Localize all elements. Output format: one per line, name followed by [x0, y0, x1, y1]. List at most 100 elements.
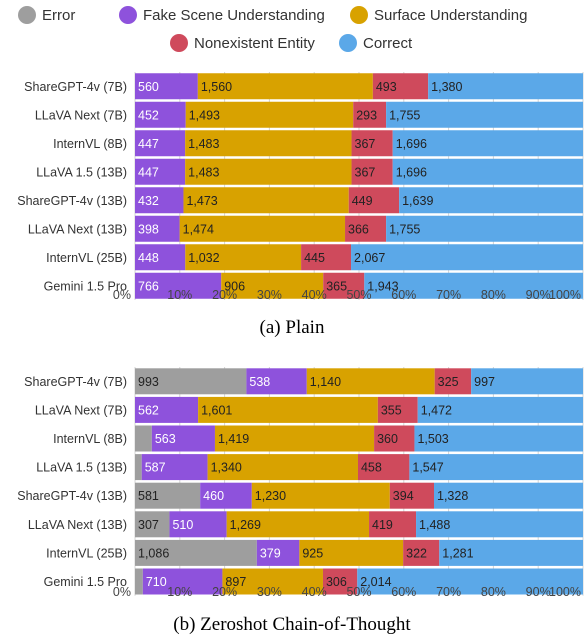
panel-1-data-label-fake-scene-understanding: 766: [138, 279, 159, 293]
panel-1-data-label-surface-understanding: 1,483: [188, 165, 219, 179]
panel-1-bar-surface-understanding: [179, 215, 346, 242]
panel-2-data-label-error: 307: [138, 518, 159, 532]
panel-2-data-label-surface-understanding: 1,230: [255, 489, 286, 503]
panel-2-bar-error: [135, 539, 257, 566]
panel-2-bar-surface-understanding: [226, 511, 370, 538]
panel-1-bar-correct: [364, 272, 583, 299]
panel-1-x-tick-label: 50%: [346, 288, 371, 302]
panel-2-data-label-nonexistent-entity: 306: [326, 575, 347, 589]
panel-1-bar-correct: [428, 73, 583, 100]
panel-2-bar-correct: [414, 425, 583, 452]
panel-2-data-label-correct: 1,488: [419, 518, 450, 532]
panel-2-bar-fake-scene-understanding: [135, 396, 199, 423]
panel-1-category-label: InternVL (8B): [53, 137, 127, 151]
panel-1-x-tick-label: 80%: [481, 288, 506, 302]
panel-1-data-label-correct: 1,696: [396, 165, 427, 179]
panel-1-data-label-surface-understanding: 1,473: [186, 194, 217, 208]
panel-1-data-label-fake-scene-understanding: 448: [138, 251, 159, 265]
panel-1-x-tick-label: 0%: [113, 288, 131, 302]
panel-1-bar-fake-scene-understanding: [135, 244, 186, 271]
panel-1-bar-correct: [399, 187, 583, 214]
panel-2-x-tick-label: 30%: [257, 585, 282, 599]
panel-1-data-label-nonexistent-entity: 493: [376, 80, 397, 94]
panel-1-bar-nonexistent-entity: [351, 130, 393, 157]
legend-swatch-surface-understanding: [350, 6, 368, 24]
legend-swatch-error: [18, 6, 36, 24]
panel-2-bar-surface-understanding: [251, 482, 390, 509]
panel-1-data-label-correct: 1,943: [367, 279, 398, 293]
panel-2-data-label-error: 993: [138, 375, 159, 389]
panel-2-bar-correct: [471, 368, 583, 395]
panel-1-data-label-fake-scene-understanding: 447: [138, 137, 159, 151]
panel-1-x-tick-label: 10%: [167, 288, 192, 302]
panel-1-data-label-fake-scene-understanding: 452: [138, 108, 159, 122]
panel-1-caption: (a) Plain: [260, 317, 325, 338]
panel-1-bar-surface-understanding: [221, 272, 324, 299]
panel-2-bar-error: [135, 568, 143, 595]
panel-1-bar-surface-understanding: [185, 101, 354, 128]
panel-2-bar-fake-scene-understanding: [151, 425, 215, 452]
panel-1-bar-fake-scene-understanding: [135, 73, 198, 100]
panel-1-bar-fake-scene-understanding: [135, 158, 186, 185]
panel-2-data-label-surface-understanding: 1,419: [218, 432, 249, 446]
panel-2-bar-correct: [409, 454, 583, 481]
panel-2-bar-nonexistent-entity: [434, 368, 472, 395]
panel-1-bar-correct: [386, 215, 583, 242]
panel-2-x-tick-label: 20%: [212, 585, 237, 599]
panel-2-category-label: Gemini 1.5 Pro: [44, 575, 127, 589]
panel-2-category-label: InternVL (25B): [46, 546, 127, 560]
panel-1-bar-surface-understanding: [197, 73, 373, 100]
panel-2-category-label: LLaVA 1.5 (13B): [36, 461, 127, 475]
panel-1-data-label-nonexistent-entity: 366: [348, 222, 369, 236]
panel-2-category-label: LLaVA Next (13B): [28, 518, 127, 532]
panel-1-bar-fake-scene-understanding: [135, 187, 184, 214]
panel-2-bar-fake-scene-understanding: [169, 511, 227, 538]
panel-2-data-label-nonexistent-entity: 419: [372, 518, 393, 532]
panel-1-bar-surface-understanding: [185, 130, 352, 157]
panel-2-x-tick-label: 60%: [391, 585, 416, 599]
panel-1-category-label: InternVL (25B): [46, 251, 127, 265]
panel-1-data-label-nonexistent-entity: 293: [356, 108, 377, 122]
panel-2-data-label-surface-understanding: 1,340: [211, 461, 242, 475]
panel-1-x-tick-label: 90%: [526, 288, 551, 302]
panel-1-data-label-nonexistent-entity: 445: [304, 251, 325, 265]
panel-2-bar-fake-scene-understanding: [141, 454, 208, 481]
panel-1-bar-correct: [392, 130, 583, 157]
panel-2-bar-correct: [439, 539, 583, 566]
panel-1-bar-nonexistent-entity: [345, 215, 387, 242]
panel-2-bar-nonexistent-entity: [377, 396, 418, 423]
panel-2-bar-fake-scene-understanding: [200, 482, 252, 509]
panel-1-bar-fake-scene-understanding: [135, 272, 222, 299]
panel-2-bar-fake-scene-understanding: [246, 368, 307, 395]
panel-2-data-label-surface-understanding: 1,140: [310, 375, 341, 389]
panel-1-x-tick-label: 30%: [257, 288, 282, 302]
panel-2-bar-surface-understanding: [214, 425, 375, 452]
panel-2-data-label-fake-scene-understanding: 379: [260, 546, 281, 560]
panel-2-data-label-fake-scene-understanding: 710: [146, 575, 167, 589]
panel-2-bar-error: [135, 425, 152, 452]
panel-2-data-label-correct: 1,472: [421, 403, 452, 417]
panel-1-data-label-surface-understanding: 1,493: [189, 108, 220, 122]
panel-1-data-label-fake-scene-understanding: 398: [138, 222, 159, 236]
legend-label-error: Error: [42, 7, 75, 24]
panel-2-x-tick-label: 40%: [302, 585, 327, 599]
legend-swatch-correct: [339, 34, 357, 52]
panel-2-data-label-correct: 997: [474, 375, 495, 389]
panel-2-data-label-fake-scene-understanding: 460: [203, 489, 224, 503]
panel-2-data-label-nonexistent-entity: 325: [438, 375, 459, 389]
panel-1-bar-nonexistent-entity: [323, 272, 365, 299]
panel-2-bar-surface-understanding: [306, 368, 435, 395]
panel-1-bar-nonexistent-entity: [301, 244, 352, 271]
legend-swatch-nonexistent-entity: [170, 34, 188, 52]
panel-1-bar-correct: [392, 158, 583, 185]
panel-1-bar-nonexistent-entity: [348, 187, 400, 214]
panel-1-x-tick-label: 60%: [391, 288, 416, 302]
panel-2-bar-nonexistent-entity: [374, 425, 415, 452]
panel-2-data-label-fake-scene-understanding: 563: [155, 432, 176, 446]
panel-2-bar-fake-scene-understanding: [142, 568, 223, 595]
panel-2-data-label-nonexistent-entity: 394: [393, 489, 414, 503]
panel-2-x-tick-label: 80%: [481, 585, 506, 599]
panel-2-bar-nonexistent-entity: [389, 482, 435, 509]
panel-2-data-label-correct: 1,503: [417, 432, 448, 446]
panel-2-category-label: ShareGPT-4v (13B): [17, 489, 127, 503]
